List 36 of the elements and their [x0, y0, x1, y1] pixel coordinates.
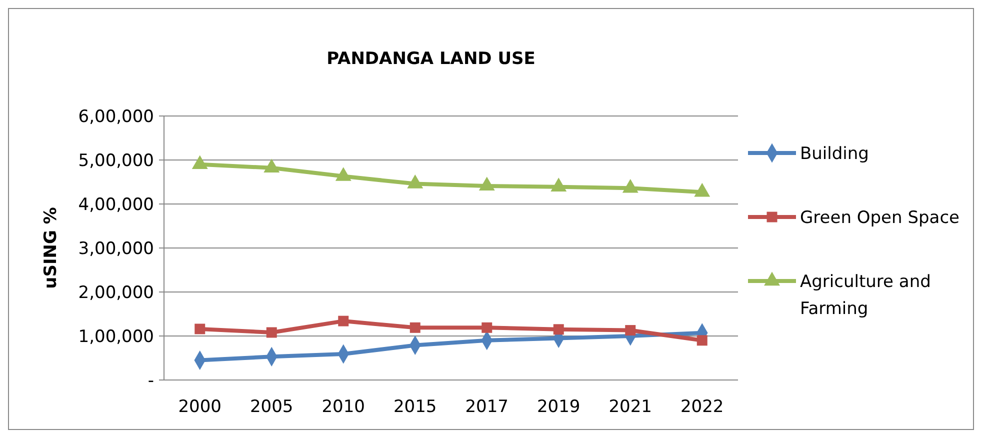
chart-title: PANDANGA LAND USE	[326, 49, 536, 69]
x-tick-label: 2000	[178, 397, 222, 417]
x-tick-label: 2019	[536, 397, 580, 417]
point	[410, 322, 420, 333]
x-tick-label: 2015	[393, 397, 437, 417]
legend-label: Green Open Space	[800, 208, 960, 228]
x-tick-label: 2010	[322, 397, 366, 417]
point	[264, 158, 280, 173]
point	[338, 316, 349, 326]
x-tick-label: 2017	[465, 397, 509, 417]
point	[553, 324, 564, 335]
y-tick-label: 4,00,000	[78, 194, 154, 215]
point	[625, 325, 636, 336]
point	[194, 324, 206, 334]
x-tick-label: 2021	[608, 397, 652, 417]
point	[622, 178, 638, 193]
point	[550, 178, 567, 192]
point	[335, 167, 352, 181]
point	[478, 176, 495, 191]
y-tick-label: -	[148, 370, 154, 391]
y-tick-label: 5,00,000	[78, 150, 154, 171]
y-tick-label: 2,00,000	[78, 282, 154, 303]
y-axis-title: uSING %	[41, 207, 61, 289]
legend-label: Building	[800, 144, 869, 164]
point	[482, 322, 492, 333]
y-tick-label: 3,00,000	[78, 238, 154, 259]
y-tick-label: 6,00,000	[78, 106, 154, 127]
legend-label: Agriculture and Farming	[800, 272, 931, 320]
x-tick-label: 2005	[250, 397, 294, 417]
y-tick-label: 1,00,000	[78, 326, 154, 347]
x-tick-label: 2022	[680, 397, 724, 417]
point	[407, 174, 424, 188]
point	[696, 335, 708, 346]
point	[192, 155, 208, 169]
point	[694, 182, 710, 197]
point	[266, 327, 277, 338]
